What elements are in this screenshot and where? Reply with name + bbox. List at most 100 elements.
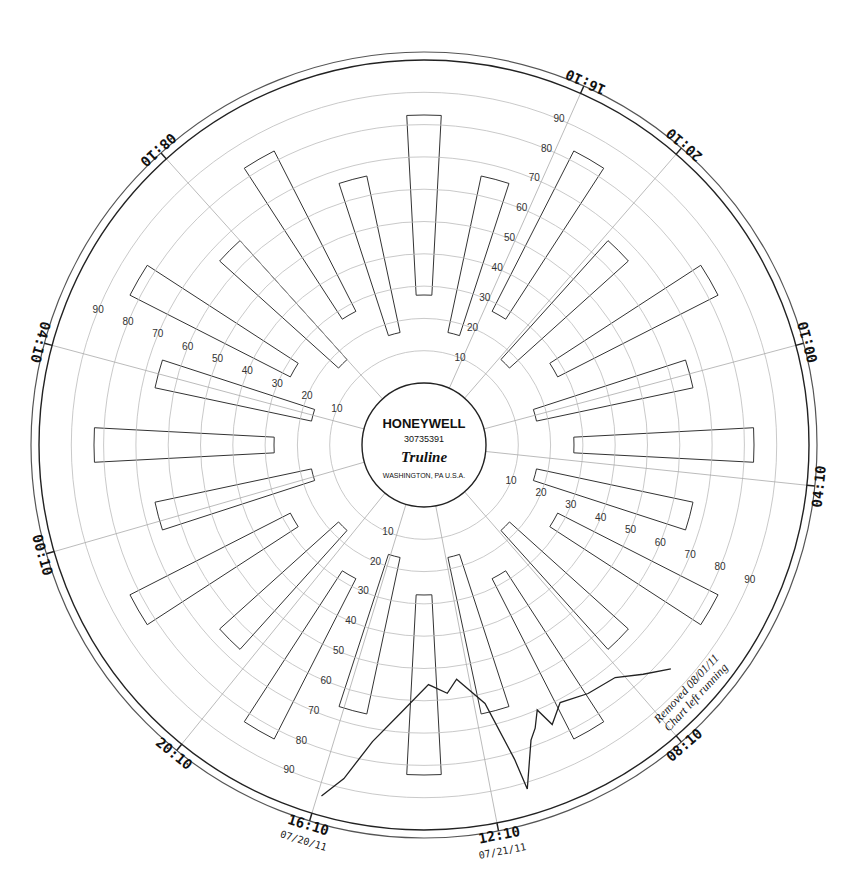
- brand-text: HONEYWELL: [382, 416, 465, 431]
- grid-ring: [71, 92, 776, 797]
- annotation: Removed 08/01/11: [650, 651, 721, 726]
- grid-spoke: [312, 504, 406, 813]
- y-tick-label: 60: [655, 537, 667, 548]
- y-tick-label: 40: [242, 365, 254, 376]
- y-tick-label: 80: [296, 735, 308, 746]
- grid-spoke: [52, 345, 364, 429]
- x-tick-label: 04:10: [27, 320, 53, 365]
- y-tick-label: 90: [553, 113, 565, 124]
- form-box: [574, 428, 754, 463]
- grid-spoke: [484, 345, 796, 429]
- y-tick-label: 80: [122, 316, 134, 327]
- form-box: [550, 513, 718, 625]
- grid-spoke: [436, 506, 497, 823]
- brand-text: WASHINGTON, PA U.S.A.: [383, 472, 465, 479]
- y-tick-label: 20: [370, 556, 382, 567]
- y-tick-label: 90: [283, 764, 295, 775]
- y-tick-label: 50: [212, 353, 224, 364]
- form-box: [501, 241, 628, 368]
- form-box: [339, 176, 400, 336]
- y-tick-label: 80: [541, 143, 553, 154]
- axis-outer: [39, 60, 809, 830]
- form-box: [94, 428, 274, 463]
- grid-ring: [201, 222, 648, 669]
- form-box: [492, 571, 604, 739]
- form-box: [155, 360, 315, 421]
- x-tick-label: 00:10: [794, 320, 820, 365]
- grid-ring: [265, 286, 583, 604]
- trace-group: [321, 669, 670, 796]
- form-box: [501, 522, 628, 649]
- y-tick-label: 30: [358, 585, 370, 596]
- form-box: [492, 151, 604, 319]
- grid-spoke: [449, 93, 580, 388]
- form-box: [220, 522, 347, 649]
- form-box: [407, 595, 442, 775]
- x-tick-label: 20:10: [153, 734, 196, 773]
- grid-spoke: [465, 154, 677, 398]
- y-tick-label: 50: [333, 645, 345, 656]
- y-tick-label: 10: [455, 352, 467, 363]
- y-tick-label: 50: [504, 232, 516, 243]
- y-tick-label: 30: [272, 378, 284, 389]
- form-box: [244, 151, 356, 319]
- x-tick-label: 08:10: [137, 130, 179, 170]
- grid-spoke: [54, 462, 364, 551]
- axis-inner: [362, 383, 486, 507]
- trace: [321, 669, 670, 796]
- x-tick-label: 04:10: [809, 465, 829, 509]
- form-box: [550, 265, 718, 377]
- grid-ring: [297, 318, 550, 571]
- y-tick-label: 60: [516, 202, 528, 213]
- y-tick-label: 20: [535, 487, 547, 498]
- chart: 16:1020:1000:1004:1008:1012:1016:1020:10…: [0, 0, 848, 890]
- y-tick-label: 40: [345, 615, 357, 626]
- annotation: 07/20/11: [279, 828, 328, 853]
- form-box: [533, 360, 693, 421]
- y-tick-label: 40: [492, 262, 504, 273]
- y-tick-label: 30: [565, 499, 577, 510]
- y-tick-label: 10: [506, 475, 518, 486]
- form-box: [244, 571, 356, 739]
- plot: 16:1020:1000:1004:1008:1012:1016:1020:10…: [27, 52, 829, 861]
- y-tick-label: 20: [467, 322, 479, 333]
- brand-text: 30735391: [404, 434, 444, 444]
- annotation: 07/21/11: [478, 841, 527, 861]
- form-box: [407, 115, 442, 295]
- y-tick-label: 60: [182, 341, 194, 352]
- x-tick-label: 00:10: [29, 532, 56, 577]
- y-tick-label: 70: [152, 328, 164, 339]
- y-tick-label: 60: [321, 675, 333, 686]
- form-box: [533, 469, 693, 530]
- grid-ring: [104, 125, 745, 766]
- rim: [31, 52, 817, 838]
- y-tick-label: 50: [625, 524, 637, 535]
- grid-ring: [136, 157, 712, 733]
- grid-ring: [233, 254, 615, 636]
- grid-spoke: [486, 451, 807, 485]
- y-tick-label: 70: [308, 705, 320, 716]
- y-tick-label: 30: [479, 292, 491, 303]
- grid-spoke: [166, 159, 382, 399]
- y-tick-label: 10: [382, 526, 394, 537]
- x-tick-label: 20:10: [663, 125, 705, 165]
- y-tick-label: 70: [685, 549, 697, 560]
- form-box: [130, 513, 298, 625]
- grid-ring: [168, 189, 680, 701]
- grid-ring: [330, 351, 519, 540]
- y-tick-label: 20: [301, 390, 313, 401]
- form-box: [130, 265, 298, 377]
- y-tick-label: 80: [714, 561, 726, 572]
- y-tick-label: 90: [93, 304, 105, 315]
- y-tick-label: 10: [331, 403, 343, 414]
- form-box: [448, 176, 509, 336]
- grid-spoke: [182, 493, 385, 744]
- x-tick-label: 16:10: [563, 66, 608, 98]
- brand-text: Truline: [401, 449, 447, 465]
- y-tick-label: 90: [744, 574, 756, 585]
- y-tick-label: 70: [529, 172, 541, 183]
- form-box: [220, 241, 347, 368]
- form-box: [339, 554, 400, 714]
- y-tick-label: 40: [595, 512, 607, 523]
- form-box: [448, 554, 509, 714]
